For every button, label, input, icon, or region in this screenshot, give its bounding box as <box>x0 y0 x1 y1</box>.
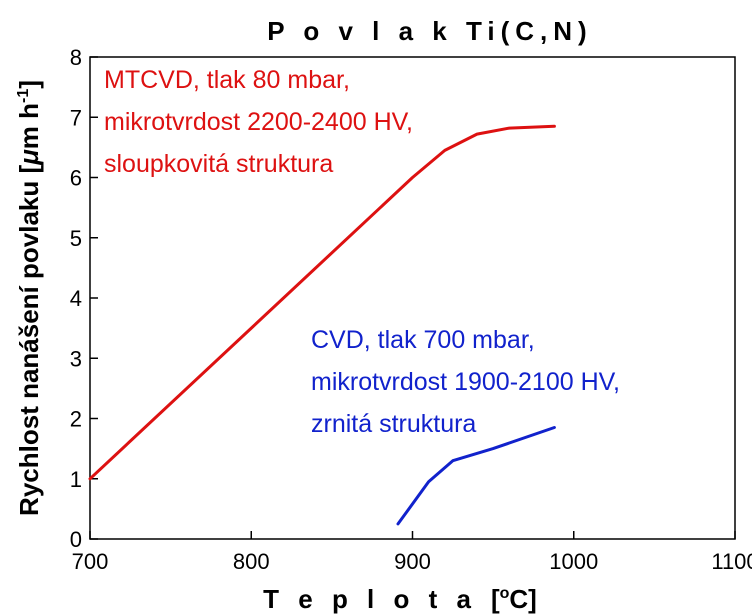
y-axis-label-sup: -1 <box>15 89 32 103</box>
annotation-mtcvd-line-3: sloupkovitá struktura <box>104 150 333 178</box>
x-tick-label: 1000 <box>549 549 598 574</box>
annotation-cvd-line-1: CVD, tlak 700 mbar, <box>311 326 535 354</box>
y-tick-label: 0 <box>70 527 82 552</box>
y-axis-label-mu: μ <box>14 149 44 166</box>
x-axis-unit-rest: C] <box>509 584 536 614</box>
y-tick-label: 3 <box>70 346 82 371</box>
chart-title: P o v l a k Ti(C,N) <box>267 16 592 46</box>
x-axis-unit-sup: o <box>500 585 510 602</box>
series-lines <box>88 124 556 526</box>
y-tick-label: 8 <box>70 45 82 70</box>
annotation-mtcvd-line-1: MTCVD, tlak 80 mbar, <box>104 66 350 94</box>
x-axis-label-main: T e p l o t a <box>263 584 477 614</box>
y-tick-label: 1 <box>70 467 82 492</box>
x-tick-label: 800 <box>233 549 270 574</box>
y-axis-label-unit: m h <box>14 103 44 149</box>
x-axis-unit-open: [ <box>491 584 500 614</box>
y-axis-label: Rychlost nanášení povlaku [μm h-1] <box>14 80 44 516</box>
y-tick-label: 7 <box>70 105 82 130</box>
y-axis-label-main: Rychlost nanášení povlaku [ <box>14 165 44 516</box>
y-tick-label: 2 <box>70 407 82 432</box>
y-tick-label: 4 <box>70 286 82 311</box>
x-tick-label: 700 <box>72 549 109 574</box>
x-tick-label: 900 <box>394 549 431 574</box>
y-axis-label-close: ] <box>14 80 44 89</box>
y-tick-label: 5 <box>70 226 82 251</box>
series-line-cvd <box>396 426 556 526</box>
annotation-mtcvd-line-2: mikrotvrdost 2200-2400 HV, <box>104 108 413 136</box>
x-axis-label: T e p l o t a [oC] <box>263 584 537 614</box>
annotation-cvd-line-2: mikrotvrdost 1900-2100 HV, <box>311 368 620 396</box>
annotation-cvd: CVD, tlak 700 mbar, mikrotvrdost 1900-21… <box>311 326 620 438</box>
annotation-mtcvd: MTCVD, tlak 80 mbar, mikrotvrdost 2200-2… <box>104 66 413 178</box>
y-tick-label: 6 <box>70 166 82 191</box>
annotation-cvd-line-3: zrnitá struktura <box>311 410 476 438</box>
series-line-mtcvd <box>88 124 556 481</box>
